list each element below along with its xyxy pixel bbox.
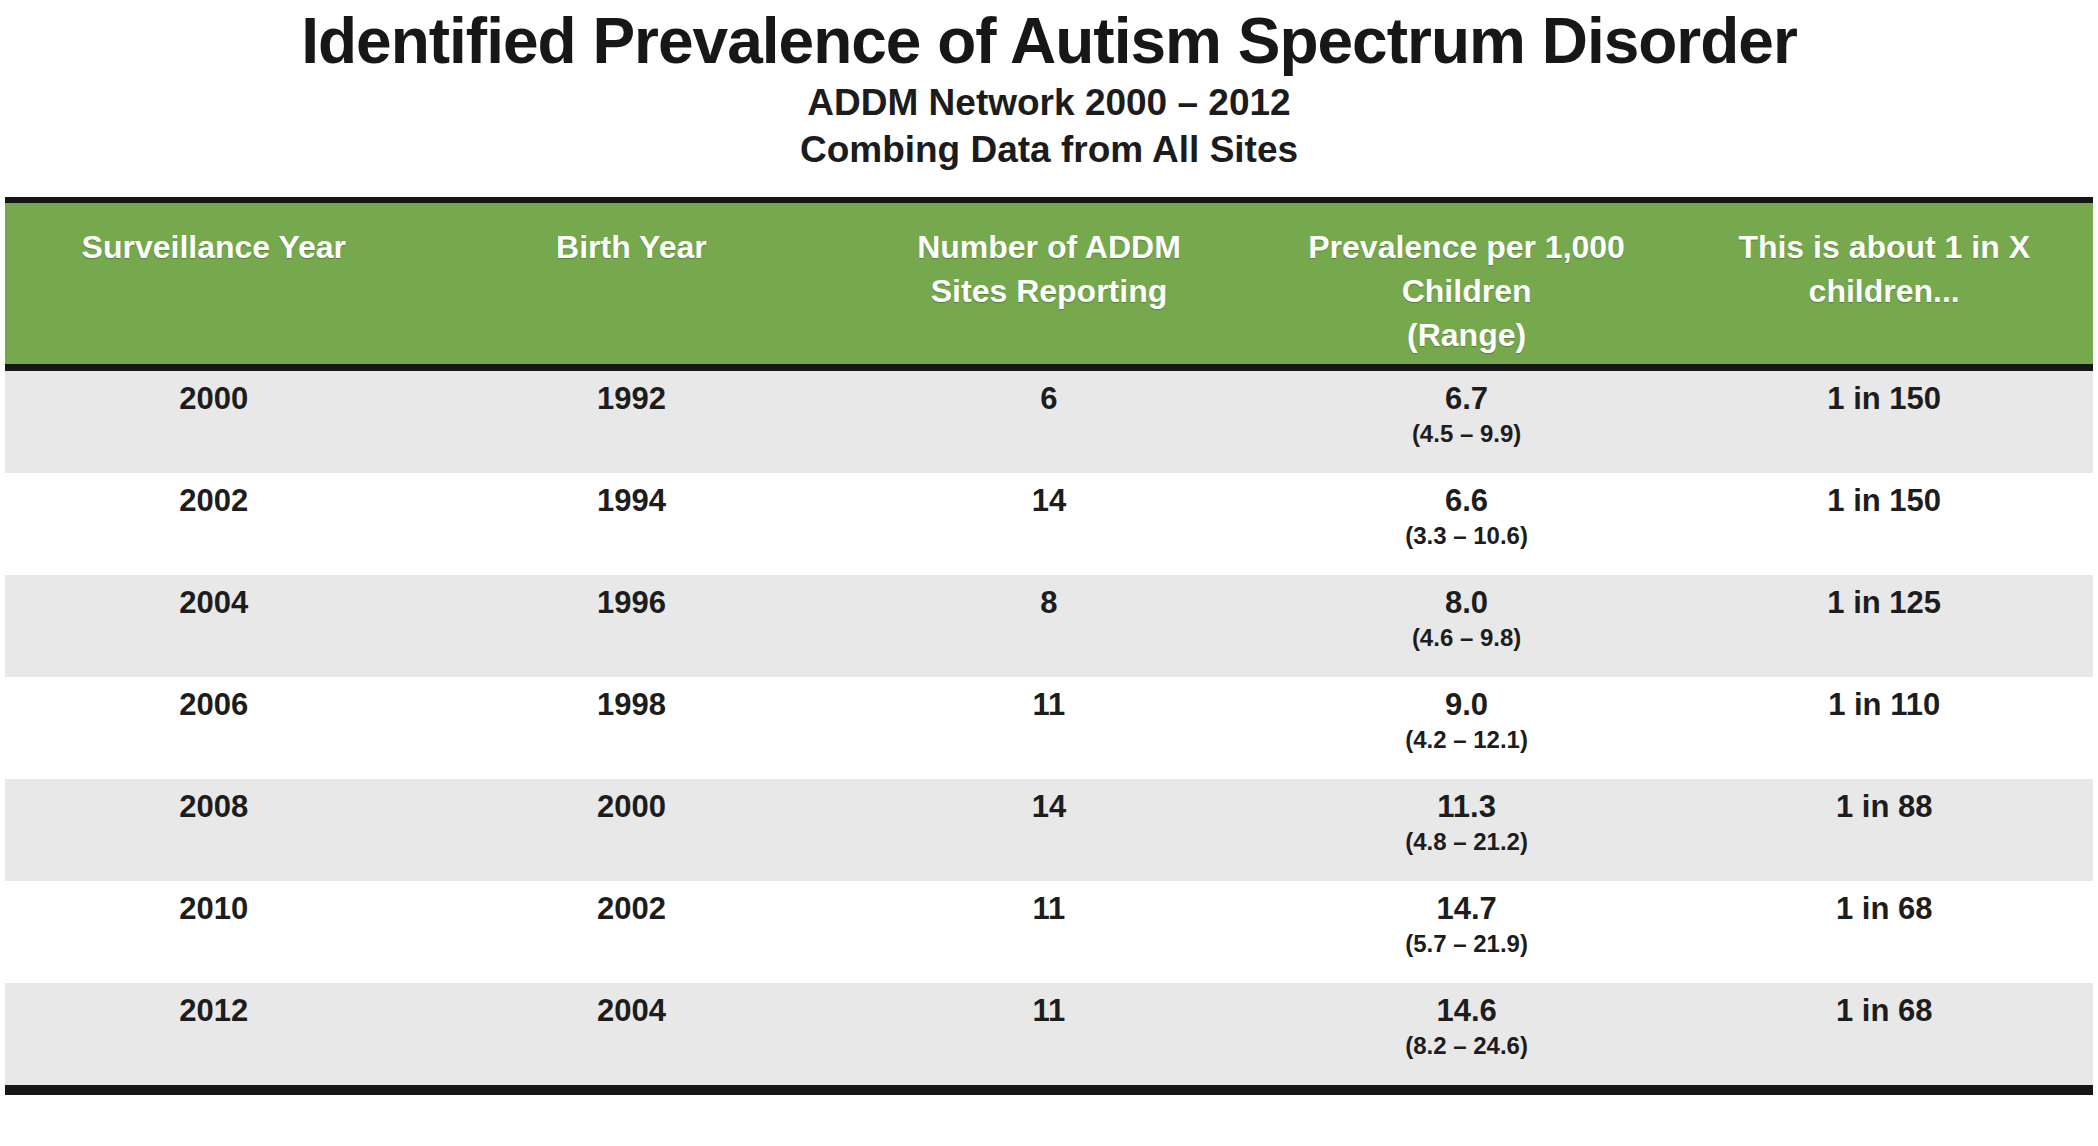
table-header-row: Surveillance Year Birth Year Number of A… bbox=[5, 203, 2093, 371]
column-header-prevalence: Prevalence per 1,000 Children (Range) bbox=[1258, 203, 1676, 364]
cell-birth-year: 1996 bbox=[423, 575, 841, 677]
cell-birth-year: 2002 bbox=[423, 881, 841, 983]
cell-prevalence-value: 9.0 bbox=[1258, 687, 1676, 723]
cell-birth-year: 2004 bbox=[423, 983, 841, 1085]
table-row: 2012 2004 11 14.6 (8.2 – 24.6) 1 in 68 bbox=[5, 983, 2093, 1085]
slide: Identified Prevalence of Autism Spectrum… bbox=[0, 0, 2098, 1146]
cell-one-in-x: 1 in 88 bbox=[1675, 779, 2093, 881]
cell-birth-year: 1998 bbox=[423, 677, 841, 779]
cell-prevalence-range: (3.3 – 10.6) bbox=[1258, 522, 1676, 550]
cell-prevalence-range: (4.2 – 12.1) bbox=[1258, 726, 1676, 754]
table-row: 2006 1998 11 9.0 (4.2 – 12.1) 1 in 110 bbox=[5, 677, 2093, 779]
cell-surveillance-year: 2010 bbox=[5, 881, 423, 983]
cell-prevalence: 6.7 (4.5 – 9.9) bbox=[1258, 371, 1676, 473]
cell-surveillance-year: 2008 bbox=[5, 779, 423, 881]
table-row: 2010 2002 11 14.7 (5.7 – 21.9) 1 in 68 bbox=[5, 881, 2093, 983]
cell-prevalence: 8.0 (4.6 – 9.8) bbox=[1258, 575, 1676, 677]
cell-sites-reporting: 6 bbox=[840, 371, 1258, 473]
cell-surveillance-year: 2012 bbox=[5, 983, 423, 1085]
cell-prevalence-range: (4.5 – 9.9) bbox=[1258, 420, 1676, 448]
cell-sites-reporting: 11 bbox=[840, 983, 1258, 1085]
cell-prevalence-value: 11.3 bbox=[1258, 789, 1676, 825]
cell-prevalence-range: (4.6 – 9.8) bbox=[1258, 624, 1676, 652]
table-row: 2002 1994 14 6.6 (3.3 – 10.6) 1 in 150 bbox=[5, 473, 2093, 575]
column-header-sites-reporting: Number of ADDM Sites Reporting bbox=[840, 203, 1258, 364]
cell-one-in-x: 1 in 150 bbox=[1675, 473, 2093, 575]
cell-one-in-x: 1 in 125 bbox=[1675, 575, 2093, 677]
cell-sites-reporting: 14 bbox=[840, 779, 1258, 881]
cell-one-in-x: 1 in 110 bbox=[1675, 677, 2093, 779]
cell-surveillance-year: 2004 bbox=[5, 575, 423, 677]
table-body: 2000 1992 6 6.7 (4.5 – 9.9) 1 in 150 200… bbox=[5, 371, 2093, 1085]
cell-prevalence-value: 6.7 bbox=[1258, 381, 1676, 417]
cell-prevalence-range: (4.8 – 21.2) bbox=[1258, 828, 1676, 856]
subtitle-network-years: ADDM Network 2000 – 2012 bbox=[0, 83, 2098, 124]
cell-birth-year: 1992 bbox=[423, 371, 841, 473]
cell-prevalence: 14.6 (8.2 – 24.6) bbox=[1258, 983, 1676, 1085]
table-row: 2000 1992 6 6.7 (4.5 – 9.9) 1 in 150 bbox=[5, 371, 2093, 473]
page-title: Identified Prevalence of Autism Spectrum… bbox=[0, 8, 2098, 75]
cell-one-in-x: 1 in 68 bbox=[1675, 983, 2093, 1085]
table-row: 2008 2000 14 11.3 (4.8 – 21.2) 1 in 88 bbox=[5, 779, 2093, 881]
cell-surveillance-year: 2002 bbox=[5, 473, 423, 575]
cell-prevalence: 14.7 (5.7 – 21.9) bbox=[1258, 881, 1676, 983]
cell-sites-reporting: 14 bbox=[840, 473, 1258, 575]
cell-one-in-x: 1 in 68 bbox=[1675, 881, 2093, 983]
cell-prevalence-range: (5.7 – 21.9) bbox=[1258, 930, 1676, 958]
prevalence-table: Surveillance Year Birth Year Number of A… bbox=[5, 197, 2093, 1095]
cell-prevalence: 11.3 (4.8 – 21.2) bbox=[1258, 779, 1676, 881]
cell-one-in-x: 1 in 150 bbox=[1675, 371, 2093, 473]
cell-surveillance-year: 2006 bbox=[5, 677, 423, 779]
cell-birth-year: 2000 bbox=[423, 779, 841, 881]
column-header-one-in-x: This is about 1 in X children... bbox=[1675, 203, 2093, 364]
column-header-birth-year: Birth Year bbox=[423, 203, 841, 364]
table-row: 2004 1996 8 8.0 (4.6 – 9.8) 1 in 125 bbox=[5, 575, 2093, 677]
cell-sites-reporting: 11 bbox=[840, 677, 1258, 779]
cell-prevalence-value: 14.7 bbox=[1258, 891, 1676, 927]
cell-prevalence-value: 14.6 bbox=[1258, 993, 1676, 1029]
cell-prevalence-value: 6.6 bbox=[1258, 483, 1676, 519]
subtitle-combing-data: Combing Data from All Sites bbox=[0, 130, 2098, 171]
column-header-surveillance-year: Surveillance Year bbox=[5, 203, 423, 364]
cell-prevalence: 9.0 (4.2 – 12.1) bbox=[1258, 677, 1676, 779]
cell-sites-reporting: 11 bbox=[840, 881, 1258, 983]
cell-surveillance-year: 2000 bbox=[5, 371, 423, 473]
cell-prevalence-range: (8.2 – 24.6) bbox=[1258, 1032, 1676, 1060]
cell-prevalence: 6.6 (3.3 – 10.6) bbox=[1258, 473, 1676, 575]
cell-prevalence-value: 8.0 bbox=[1258, 585, 1676, 621]
cell-sites-reporting: 8 bbox=[840, 575, 1258, 677]
cell-birth-year: 1994 bbox=[423, 473, 841, 575]
